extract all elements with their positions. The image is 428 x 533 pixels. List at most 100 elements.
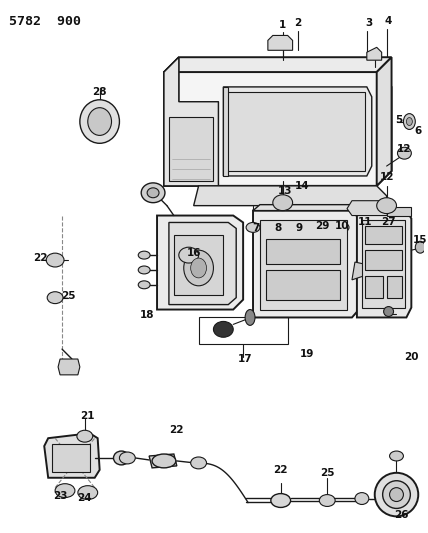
Bar bbox=[365, 276, 383, 297]
Text: 12: 12 bbox=[379, 172, 394, 182]
Ellipse shape bbox=[78, 486, 98, 499]
Polygon shape bbox=[352, 262, 369, 280]
Polygon shape bbox=[164, 57, 218, 186]
Ellipse shape bbox=[271, 494, 291, 507]
Text: 22: 22 bbox=[273, 465, 288, 475]
Text: 20: 20 bbox=[404, 352, 419, 362]
Bar bbox=[386, 276, 402, 297]
Text: 24: 24 bbox=[77, 492, 92, 503]
Ellipse shape bbox=[319, 495, 335, 506]
Ellipse shape bbox=[55, 484, 75, 497]
Ellipse shape bbox=[389, 451, 404, 461]
Ellipse shape bbox=[415, 241, 425, 253]
Polygon shape bbox=[164, 57, 392, 72]
Ellipse shape bbox=[138, 281, 150, 289]
Ellipse shape bbox=[119, 452, 135, 464]
Ellipse shape bbox=[152, 454, 176, 468]
Ellipse shape bbox=[246, 222, 260, 232]
Polygon shape bbox=[58, 359, 80, 375]
Ellipse shape bbox=[191, 457, 207, 469]
Text: 28: 28 bbox=[92, 87, 107, 97]
Text: 13: 13 bbox=[277, 186, 292, 196]
Ellipse shape bbox=[77, 430, 93, 442]
Text: 8: 8 bbox=[274, 223, 281, 233]
Ellipse shape bbox=[383, 306, 393, 317]
Ellipse shape bbox=[147, 188, 159, 198]
Polygon shape bbox=[44, 433, 100, 478]
Bar bbox=[386, 207, 411, 215]
Polygon shape bbox=[164, 72, 392, 186]
Ellipse shape bbox=[375, 473, 418, 516]
Text: 3: 3 bbox=[365, 18, 372, 28]
Bar bbox=[174, 236, 223, 295]
Bar bbox=[266, 239, 340, 264]
Text: 4: 4 bbox=[385, 15, 392, 26]
Polygon shape bbox=[253, 205, 359, 211]
Bar bbox=[362, 221, 405, 308]
Ellipse shape bbox=[141, 183, 165, 203]
Bar bbox=[365, 227, 402, 244]
Text: 17: 17 bbox=[238, 354, 253, 364]
Bar bbox=[169, 117, 214, 181]
Polygon shape bbox=[164, 57, 218, 186]
Ellipse shape bbox=[269, 222, 283, 232]
Text: 5782  900: 5782 900 bbox=[9, 15, 80, 28]
Text: 1: 1 bbox=[279, 20, 286, 29]
Ellipse shape bbox=[273, 195, 293, 211]
Polygon shape bbox=[223, 87, 228, 176]
Ellipse shape bbox=[138, 251, 150, 259]
Ellipse shape bbox=[335, 222, 349, 232]
Text: 7: 7 bbox=[252, 223, 260, 233]
Polygon shape bbox=[367, 47, 382, 60]
Ellipse shape bbox=[355, 492, 369, 504]
Text: 16: 16 bbox=[187, 248, 201, 258]
Ellipse shape bbox=[389, 488, 404, 502]
Polygon shape bbox=[377, 57, 392, 186]
Bar bbox=[226, 92, 365, 171]
Ellipse shape bbox=[184, 250, 214, 286]
Ellipse shape bbox=[88, 108, 112, 135]
Text: 9: 9 bbox=[296, 223, 303, 233]
Text: 22: 22 bbox=[33, 253, 48, 263]
Bar bbox=[52, 444, 90, 472]
Ellipse shape bbox=[46, 253, 64, 267]
Ellipse shape bbox=[245, 310, 255, 325]
Text: 15: 15 bbox=[413, 235, 428, 245]
Ellipse shape bbox=[191, 258, 207, 278]
Text: 21: 21 bbox=[80, 411, 95, 422]
Text: 23: 23 bbox=[53, 490, 67, 500]
Ellipse shape bbox=[407, 118, 412, 125]
Text: 26: 26 bbox=[394, 511, 409, 520]
Text: 14: 14 bbox=[295, 181, 310, 191]
Polygon shape bbox=[268, 36, 293, 50]
Ellipse shape bbox=[179, 247, 199, 263]
Polygon shape bbox=[169, 222, 236, 304]
Text: 27: 27 bbox=[381, 217, 396, 228]
Bar bbox=[365, 250, 402, 270]
Ellipse shape bbox=[377, 198, 396, 214]
Ellipse shape bbox=[383, 481, 410, 508]
Polygon shape bbox=[157, 215, 243, 310]
Text: 25: 25 bbox=[320, 468, 335, 478]
Text: 5: 5 bbox=[395, 115, 402, 125]
Ellipse shape bbox=[113, 451, 129, 465]
Ellipse shape bbox=[291, 222, 304, 232]
Text: 29: 29 bbox=[315, 221, 330, 231]
Ellipse shape bbox=[138, 266, 150, 274]
Polygon shape bbox=[193, 186, 386, 206]
Text: 22: 22 bbox=[169, 425, 184, 435]
Text: 11: 11 bbox=[357, 217, 372, 228]
Text: 6: 6 bbox=[415, 126, 422, 136]
Text: 18: 18 bbox=[140, 311, 155, 320]
Bar bbox=[260, 221, 347, 310]
Polygon shape bbox=[347, 201, 392, 215]
Ellipse shape bbox=[214, 321, 233, 337]
Ellipse shape bbox=[404, 114, 415, 130]
Text: 12: 12 bbox=[397, 144, 412, 154]
Bar bbox=[266, 270, 340, 300]
Ellipse shape bbox=[47, 292, 63, 304]
Text: 19: 19 bbox=[300, 349, 315, 359]
Text: 25: 25 bbox=[61, 290, 75, 301]
Polygon shape bbox=[253, 211, 359, 318]
Ellipse shape bbox=[398, 147, 411, 159]
